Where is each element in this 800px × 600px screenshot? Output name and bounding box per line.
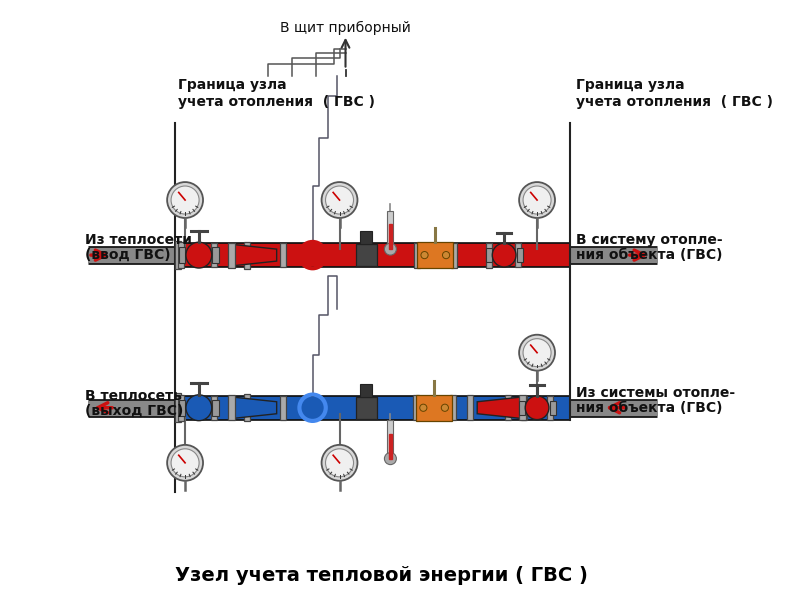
Text: учета отопления  ( ГВС ): учета отопления ( ГВС ): [178, 95, 375, 109]
Text: (ввод ГВС): (ввод ГВС): [85, 248, 170, 262]
Text: ния объекта (ГВС): ния объекта (ГВС): [576, 401, 722, 415]
Bar: [213, 247, 219, 263]
Text: (выход ГВС): (выход ГВС): [85, 404, 183, 418]
Bar: [175, 241, 181, 269]
Circle shape: [385, 452, 396, 464]
Circle shape: [322, 182, 358, 218]
Circle shape: [442, 251, 450, 259]
Bar: [451, 242, 458, 268]
Bar: [486, 242, 492, 268]
Circle shape: [519, 182, 555, 218]
Bar: [550, 401, 555, 415]
Bar: [211, 396, 217, 420]
Text: Из теплосети: Из теплосети: [85, 233, 192, 247]
Bar: [361, 231, 373, 244]
Bar: [213, 400, 219, 416]
Bar: [178, 400, 186, 416]
Circle shape: [421, 251, 428, 259]
Circle shape: [526, 396, 549, 419]
Bar: [389, 434, 392, 458]
Bar: [175, 394, 181, 422]
Bar: [486, 248, 492, 262]
Bar: [518, 401, 525, 415]
Circle shape: [523, 186, 551, 214]
Circle shape: [171, 449, 199, 477]
Circle shape: [171, 186, 199, 214]
Bar: [356, 397, 378, 419]
Bar: [178, 242, 184, 268]
Bar: [211, 243, 217, 267]
Circle shape: [442, 404, 449, 412]
Text: ния объекта (ГВС): ния объекта (ГВС): [576, 248, 722, 262]
Bar: [387, 211, 394, 249]
Bar: [413, 395, 419, 421]
Bar: [228, 395, 235, 421]
Bar: [244, 242, 250, 269]
Bar: [517, 248, 522, 262]
Text: Из системы отопле-: Из системы отопле-: [576, 386, 735, 400]
Bar: [515, 243, 521, 267]
Circle shape: [519, 335, 555, 371]
Circle shape: [326, 186, 354, 214]
Text: В щит приборный: В щит приборный: [280, 20, 411, 35]
Bar: [387, 421, 394, 458]
Text: Узел учета тепловой энергии ( ГВС ): Узел учета тепловой энергии ( ГВС ): [175, 566, 588, 585]
Text: учета отопления  ( ГВС ): учета отопления ( ГВС ): [576, 95, 773, 109]
Circle shape: [420, 404, 427, 412]
Bar: [547, 396, 554, 420]
Bar: [228, 242, 235, 268]
Circle shape: [385, 243, 396, 255]
Bar: [518, 395, 526, 421]
Circle shape: [322, 445, 358, 481]
Circle shape: [167, 445, 203, 481]
Bar: [450, 395, 456, 421]
Bar: [521, 396, 527, 420]
Circle shape: [523, 338, 551, 367]
Bar: [361, 384, 373, 397]
Bar: [416, 395, 452, 421]
Circle shape: [186, 242, 212, 268]
Bar: [467, 395, 473, 421]
Circle shape: [186, 395, 212, 421]
Text: Граница узла: Граница узла: [178, 77, 286, 92]
Polygon shape: [232, 244, 277, 266]
Bar: [178, 395, 184, 421]
Bar: [280, 243, 286, 267]
Bar: [280, 396, 286, 420]
Bar: [244, 394, 250, 421]
Bar: [414, 242, 420, 268]
Polygon shape: [232, 397, 277, 419]
Bar: [506, 395, 511, 421]
Circle shape: [492, 243, 516, 267]
Text: В систему отопле-: В систему отопле-: [576, 233, 722, 247]
Polygon shape: [478, 397, 522, 419]
Bar: [178, 247, 186, 263]
Text: Граница узла: Граница узла: [576, 77, 685, 92]
Bar: [356, 244, 378, 266]
Text: В теплосеть: В теплосеть: [85, 389, 182, 403]
Circle shape: [167, 182, 203, 218]
Circle shape: [326, 449, 354, 477]
Bar: [389, 224, 392, 249]
Bar: [418, 242, 454, 268]
